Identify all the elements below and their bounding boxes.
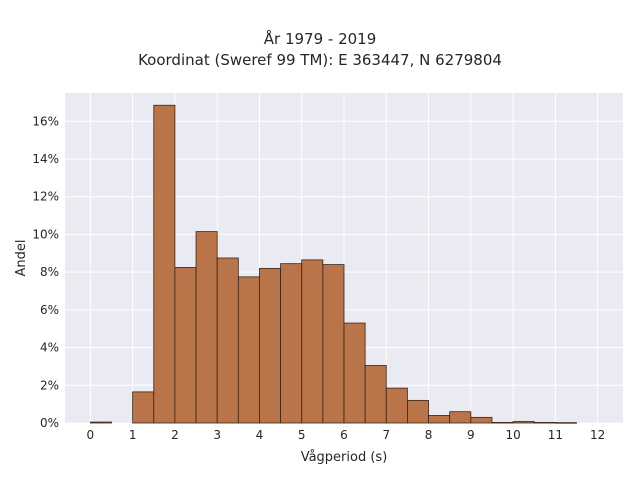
histogram-bar (407, 399, 429, 424)
y-tick-label: 16% (32, 114, 59, 128)
histogram-bar (322, 264, 345, 424)
x-tick-label: 4 (256, 428, 264, 442)
histogram-bar (195, 231, 218, 424)
x-tick-label: 10 (505, 428, 520, 442)
y-tick-label: 8% (40, 265, 59, 279)
histogram-bar (153, 104, 176, 424)
histogram-bar (512, 421, 535, 424)
x-axis-label: Vågperiod (s) (301, 450, 388, 465)
histogram-bar (174, 267, 197, 424)
y-tick-label: 4% (40, 341, 59, 355)
y-tick-label: 12% (32, 190, 59, 204)
histogram-bar (237, 276, 260, 424)
histogram-bar (554, 422, 577, 424)
histogram-bar (385, 387, 408, 424)
y-tick-label: 14% (32, 152, 59, 166)
histogram-bar (343, 322, 366, 424)
y-axis-label: Andel (14, 240, 29, 277)
x-tick-label: 11 (548, 428, 563, 442)
x-tick-label: 3 (213, 428, 221, 442)
y-tick-label: 6% (40, 303, 59, 317)
histogram-bar (132, 391, 155, 424)
x-tick-label: 0 (87, 428, 95, 442)
histogram-bar (216, 257, 239, 424)
histogram-bar (280, 263, 303, 424)
histogram-bar (364, 365, 387, 424)
histogram-bar (533, 422, 556, 424)
y-tick-label: 10% (32, 227, 59, 241)
y-tick-label: 0% (40, 416, 59, 430)
x-tick-label: 1 (129, 428, 137, 442)
histogram-bar (449, 411, 472, 424)
x-tick-label: 5 (298, 428, 306, 442)
histogram-bar (470, 416, 493, 424)
x-tick-label: 9 (467, 428, 475, 442)
chart-title-line-1: År 1979 - 2019 (263, 30, 377, 48)
histogram-bar (301, 259, 324, 424)
histogram-bar (259, 267, 281, 424)
x-tick-label: 12 (590, 428, 605, 442)
x-tick-label: 7 (382, 428, 390, 442)
histogram-bar (491, 422, 514, 424)
x-tick-label: 6 (340, 428, 348, 442)
y-tick-label: 2% (40, 378, 59, 392)
chart-title-line-2: Koordinat (Sweref 99 TM): E 363447, N 62… (138, 51, 502, 69)
x-tick-label: 8 (425, 428, 433, 442)
x-tick-label: 2 (171, 428, 179, 442)
histogram-bar (89, 421, 112, 424)
histogram-bar (428, 415, 451, 424)
